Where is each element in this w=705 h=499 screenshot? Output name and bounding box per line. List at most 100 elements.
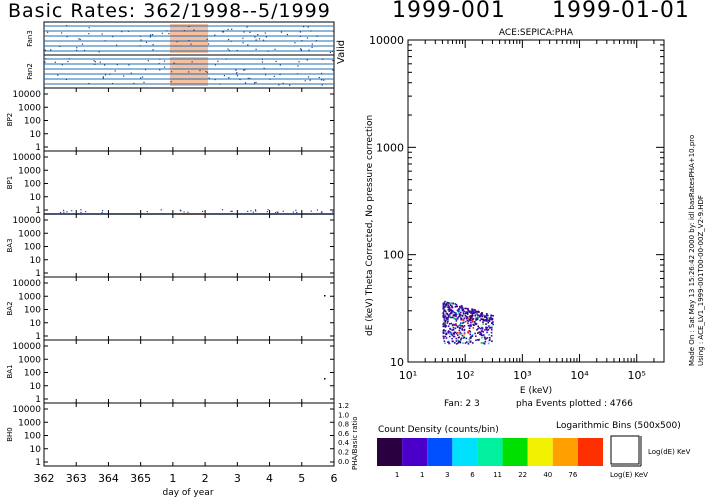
scatter-point [443, 335, 445, 338]
x-tick-label: 10³ [513, 369, 531, 382]
scatter-point [474, 322, 476, 325]
date-label: 1999-01-01 [552, 0, 690, 23]
fan-dot [311, 43, 313, 45]
left-panels: Fan3 Fan2 BP2 10000 1000 100 10 1 BP1 10000 1000 10… [6, 21, 335, 468]
scatter-point [448, 323, 451, 325]
y-tick-label: 1 [35, 458, 41, 468]
scatter-point [444, 303, 447, 306]
fan-dot [78, 38, 80, 40]
fan-dot [93, 60, 95, 62]
scatter-point [462, 326, 465, 328]
scatter-point [452, 327, 455, 329]
panel-label: BP1 [6, 176, 14, 189]
fan-dot [104, 74, 107, 76]
x-tick-label: 1 [169, 472, 176, 485]
scatter-point [446, 313, 448, 315]
scatter-point [458, 309, 461, 312]
ratio-tick-label: 0.2 [338, 449, 349, 457]
scatter-point [481, 336, 483, 339]
rate-dot [231, 210, 233, 212]
scatter-point [476, 310, 479, 313]
scatter-point [444, 305, 447, 307]
fan-dot [275, 60, 277, 63]
scatter-point [444, 306, 446, 308]
scatter-point [459, 331, 461, 334]
panel-frame [43, 213, 335, 278]
fan-dot [81, 43, 84, 45]
fan-dot [306, 37, 309, 39]
scatter-point [485, 328, 488, 331]
fan-dot [243, 31, 245, 33]
scatter-point [467, 320, 470, 322]
fan-dot [68, 58, 70, 60]
fan-dot [193, 29, 195, 31]
fan-dot [159, 58, 161, 60]
y-tick-label: 1 [35, 206, 41, 216]
scatter-point [448, 335, 451, 338]
legend-color-bar: 1 1 3 6 11 22 40 76 [377, 438, 603, 479]
y-tick-label: 10 [30, 382, 42, 392]
scatter-point [490, 314, 493, 317]
scatter-point [456, 334, 459, 336]
y-tick-label: 100 [24, 117, 41, 127]
scatter-point [462, 313, 465, 315]
ratio-tick-label: 0.6 [338, 430, 350, 438]
fan-dot [225, 58, 227, 60]
fan-dot [257, 34, 259, 36]
fan-dot [249, 31, 251, 33]
scatter-point [485, 320, 488, 322]
scatter-point [455, 324, 457, 327]
scatter-point [478, 339, 480, 341]
scatter-point [464, 342, 467, 344]
scatter-point [481, 334, 484, 337]
fan-dot [112, 35, 114, 38]
fan-dot [140, 77, 142, 79]
scatter-point [444, 314, 446, 317]
rate-dot [187, 211, 189, 213]
scatter-point [442, 315, 445, 318]
y-tick-label: 1000 [18, 166, 41, 176]
rate-dot [267, 209, 269, 211]
fan-dot [188, 40, 190, 42]
scatter-point [492, 314, 495, 317]
scatter-point [476, 312, 478, 315]
scatter-point [479, 333, 481, 336]
scatter-point [471, 334, 474, 336]
legend-swatch [402, 438, 428, 466]
scatter-point [449, 332, 451, 335]
fan-dot [264, 74, 267, 76]
scatter-point [457, 339, 459, 342]
fan-dot [190, 43, 192, 45]
scatter-point [459, 323, 462, 326]
y-tick-label: 1000 [18, 418, 41, 428]
fan-dot [207, 43, 210, 45]
scatter-point [451, 309, 454, 312]
scatter-point [452, 302, 454, 305]
scatter-point [444, 317, 446, 319]
scatter-point [460, 317, 462, 319]
fan-dot [332, 60, 334, 62]
scatter-point [450, 302, 453, 304]
fan-dot [296, 73, 299, 75]
fan-dot [142, 76, 144, 78]
y-tick-label: 10 [390, 356, 404, 369]
scatter-point [472, 310, 474, 312]
scatter-point [455, 304, 458, 306]
scatter-point [449, 315, 451, 317]
fan-dot [235, 69, 237, 71]
scatter-point [468, 318, 471, 321]
y-tick-label: 100 [24, 180, 41, 190]
fan-dot [67, 60, 69, 63]
y-tick-label: 10000 [369, 34, 404, 47]
scatter-point [468, 341, 470, 343]
rate-dot [183, 211, 185, 213]
page-title: Basic Rates: 362/1998--5/1999 [8, 0, 331, 22]
fan-dot [235, 73, 238, 75]
fan-dot [249, 77, 251, 80]
scatter-point [467, 322, 469, 325]
fan-dot [102, 77, 104, 79]
scatter-point [481, 326, 483, 329]
fan-dot [114, 70, 116, 72]
x-tick-label: 364 [98, 472, 119, 485]
scatter-point [463, 310, 465, 313]
